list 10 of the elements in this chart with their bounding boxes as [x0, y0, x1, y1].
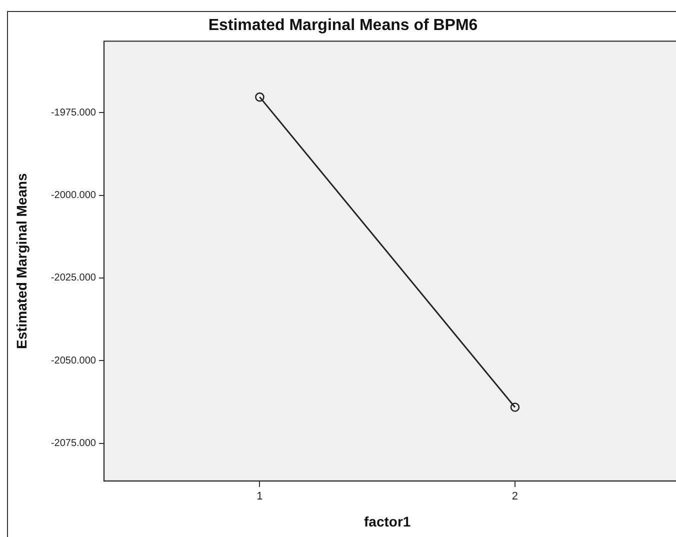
- x-tick-label: 1: [256, 490, 263, 503]
- x-tick-label: 2: [512, 490, 518, 503]
- y-tick-label: -2075.000: [50, 438, 96, 450]
- chart-title: Estimated Marginal Means of BPM6: [208, 17, 478, 34]
- y-tick-label: -2000.000: [50, 190, 96, 202]
- y-tick-label: -2050.000: [50, 355, 96, 366]
- y-axis-title: Estimated Marginal Means: [13, 172, 30, 350]
- x-axis-title: factor1: [364, 513, 411, 530]
- y-tick-label: -2025.000: [50, 272, 96, 284]
- y-tick-label: -1975.000: [50, 107, 96, 118]
